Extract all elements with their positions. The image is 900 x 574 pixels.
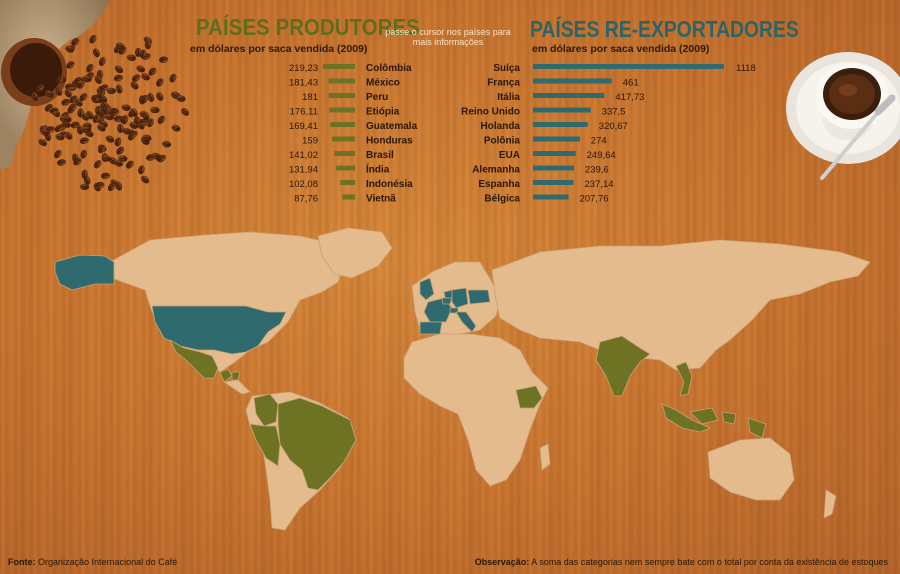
producer-value-label: 141,02 (289, 150, 318, 161)
producer-category-label: Peru (366, 92, 388, 103)
map-country-indonesia[interactable] (661, 403, 767, 439)
producer-bar[interactable] (331, 136, 355, 142)
source-label: Fonte: (8, 557, 36, 567)
reexporter-value-label: 249,64 (587, 150, 616, 161)
map-country-india[interactable] (595, 335, 651, 397)
map-country-brasil[interactable] (277, 397, 357, 491)
reexporter-value-label: 337,5 (602, 107, 626, 118)
reexporter-value-label: 1118 (736, 63, 756, 74)
producer-value-label: 219,23 (289, 63, 318, 74)
reexporter-category-label: França (487, 78, 520, 89)
producer-value-label: 159 (302, 136, 318, 147)
producer-value-label: 176,11 (290, 107, 318, 118)
map-region-australia (707, 437, 795, 501)
map-country-peru[interactable] (249, 423, 281, 467)
producer-subtitle: em dólares por saca vendida (2009) (190, 43, 368, 55)
reexporter-value-label: 320,67 (599, 121, 628, 132)
producer-category-label: Guatemala (366, 121, 418, 132)
map-region-new-zealand (823, 489, 837, 519)
reexporter-bar[interactable] (533, 180, 574, 185)
observation-text: A soma das categorias nem sempre bate co… (531, 557, 888, 567)
producer-category-label: Indonésia (366, 179, 413, 190)
producer-value-label: 181,43 (289, 78, 318, 89)
reexporter-bar[interactable] (533, 78, 612, 84)
producer-value-label: 87,76 (294, 194, 318, 205)
producer-value-label: 181 (302, 92, 318, 103)
reexporter-value-label: 207,76 (579, 194, 608, 205)
producer-category-label: Etiópia (366, 107, 400, 118)
reexporter-category-label: EUA (499, 150, 520, 161)
source-note: Fonte: Organização Internacional do Café (8, 557, 177, 567)
map-region-greenland (317, 227, 393, 279)
map-region-africa (403, 333, 549, 487)
reexporter-category-label: Polônia (484, 136, 521, 147)
reexporter-category-label: Alemanha (472, 165, 520, 176)
map-country-reino-unido[interactable] (419, 277, 435, 301)
reexporter-bar[interactable] (533, 151, 576, 156)
reexporter-bar[interactable] (533, 93, 605, 98)
producer-bar[interactable] (330, 122, 355, 127)
map-region-madagascar (539, 443, 551, 471)
reexporter-value-label: 237,14 (585, 179, 614, 190)
producer-bar[interactable] (323, 64, 355, 69)
reexporter-category-label: Holanda (481, 121, 521, 132)
map-country-vietna[interactable] (675, 361, 693, 397)
reexporter-value-label: 461 (623, 78, 639, 89)
hover-hint: passe o cursor nos países para mais info… (385, 27, 511, 47)
producer-title: PAÍSES PRODUTORES (196, 14, 420, 40)
reexporter-bar-chart: Suíça 1118 França 461 Itália 417,73 Reino Unid… (461, 63, 756, 205)
reexporter-category-label: Itália (497, 92, 520, 103)
map-country-etiopia[interactable] (515, 385, 543, 409)
producer-bar[interactable] (329, 107, 355, 113)
producer-category-label: Colômbia (366, 63, 412, 74)
producer-bar[interactable] (328, 93, 355, 98)
map-region-asia (491, 239, 871, 371)
reexporter-category-label: Reino Unido (461, 107, 520, 118)
map-country-alemanha[interactable] (451, 287, 469, 309)
map-region-central-america (223, 379, 251, 395)
reexporter-value-label: 417,73 (615, 92, 644, 103)
map-country-colombia[interactable] (253, 393, 279, 427)
producer-category-label: Índia (366, 163, 390, 176)
reexporter-category-label: Suíça (493, 63, 520, 74)
producer-bar[interactable] (335, 165, 355, 171)
reexporter-title: PAÍSES RE-EXPORTADORES (530, 16, 799, 42)
producer-category-label: Honduras (366, 136, 413, 147)
reexporter-value-label: 274 (591, 136, 607, 147)
producer-category-label: Vietnã (366, 194, 396, 205)
map-country-belgica[interactable] (441, 297, 453, 305)
producer-category-label: Brasil (366, 150, 394, 161)
source-text: Organização Internacional do Café (38, 557, 178, 567)
producer-bar[interactable] (328, 78, 355, 84)
reexporter-bar[interactable] (533, 107, 591, 113)
reexporter-bar[interactable] (533, 194, 569, 200)
producer-bar-chart: 219,23 Colômbia 181,43 México 181 Peru 176,11 E… (289, 63, 418, 205)
reexporter-subtitle: em dólares por saca vendida (2009) (532, 43, 710, 55)
observation-note: Observação: A soma das categorias nem se… (475, 557, 888, 567)
reexporter-value-label: 239,6 (585, 165, 609, 176)
reexporter-category-label: Espanha (478, 179, 520, 190)
producer-value-label: 169,41 (289, 121, 318, 132)
producer-bar[interactable] (334, 151, 355, 156)
reexporter-bar[interactable] (533, 165, 574, 171)
reexporter-bar[interactable] (533, 136, 580, 142)
producer-bar[interactable] (340, 180, 355, 185)
observation-label: Observação: (474, 557, 530, 567)
reexporter-bar[interactable] (533, 64, 724, 69)
reexporter-bar[interactable] (533, 122, 588, 127)
producer-value-label: 102,08 (289, 179, 318, 190)
reexporter-category-label: Bélgica (484, 194, 520, 205)
producer-value-label: 131,94 (289, 165, 318, 176)
producer-bar[interactable] (342, 194, 355, 200)
map-country-italia[interactable] (455, 311, 477, 333)
map-country-polonia[interactable] (467, 289, 491, 305)
map-country-eua-alaska[interactable] (54, 254, 115, 291)
map-country-mexico[interactable] (169, 339, 219, 379)
producer-category-label: México (366, 78, 400, 89)
